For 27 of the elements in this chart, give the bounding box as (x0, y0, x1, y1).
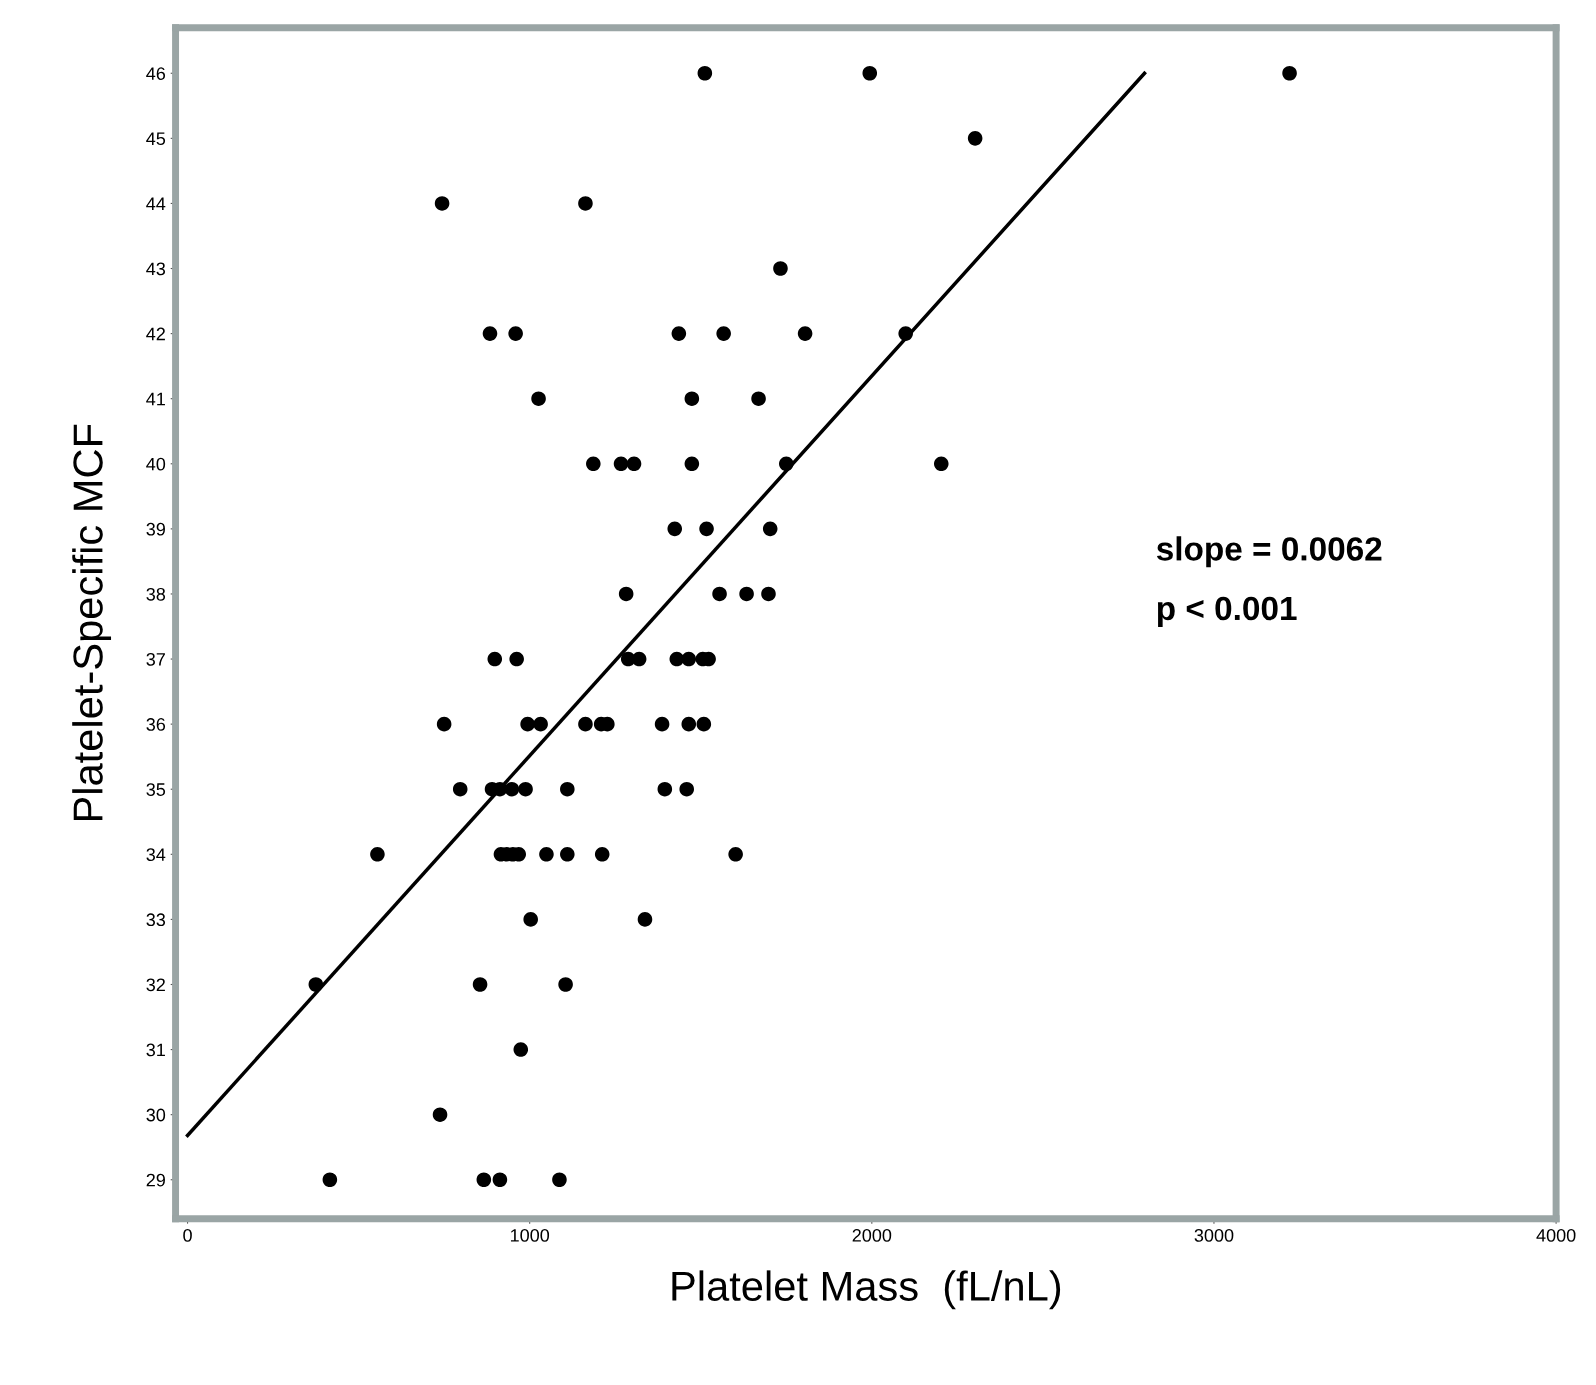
y-tick-label: 33 (146, 913, 166, 927)
y-tick-label: 32 (146, 978, 165, 992)
y-tick-label: 31 (146, 1043, 165, 1057)
y-tick-label: 29 (146, 1173, 165, 1187)
y-tick-label: 40 (146, 457, 166, 471)
y-tick-label: 30 (146, 1108, 166, 1122)
y-tick-label: 44 (146, 197, 166, 210)
y-tick-label: 46 (146, 67, 166, 80)
y-tick-label: 43 (146, 262, 166, 276)
y-tick-label: 35 (146, 783, 166, 796)
x-axis-title: Platelet Mass (fL/nL) (672, 1270, 1061, 1310)
y-tick-label: 34 (146, 848, 166, 862)
y-axis-title: Platelet-Specific MCF (72, 424, 112, 821)
x-tick-label: 2000 (852, 1229, 892, 1242)
y-tick-label: 39 (146, 522, 165, 536)
annotation: slope = 0.0062 (1156, 536, 1382, 568)
annotation: p < 0.001 (1157, 596, 1297, 627)
y-tick-label: 36 (146, 718, 166, 731)
x-tick-label: 3000 (1194, 1229, 1234, 1242)
x-tick-label: 4000 (1536, 1229, 1576, 1242)
y-tick-label: 37 (146, 652, 165, 666)
y-tick-label: 38 (146, 587, 166, 601)
x-tick-label: 1000 (510, 1229, 550, 1242)
x-tick-label: 0 (183, 1229, 192, 1242)
y-tick-label: 42 (146, 327, 165, 341)
y-tick-label: 45 (146, 132, 166, 146)
y-tick-label: 41 (146, 392, 165, 406)
